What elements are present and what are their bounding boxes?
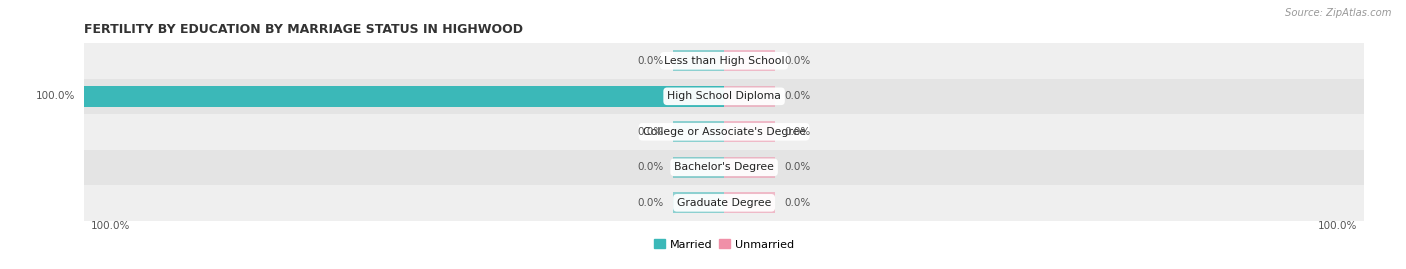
Text: Less than High School: Less than High School (664, 56, 785, 66)
Bar (84, 150, 1364, 185)
Bar (673, 50, 724, 72)
Text: 0.0%: 0.0% (785, 162, 811, 172)
Bar (84, 43, 1364, 79)
Text: 0.0%: 0.0% (785, 91, 811, 101)
Legend: Married, Unmarried: Married, Unmarried (650, 235, 799, 254)
Text: 0.0%: 0.0% (785, 127, 811, 137)
Text: FERTILITY BY EDUCATION BY MARRIAGE STATUS IN HIGHWOOD: FERTILITY BY EDUCATION BY MARRIAGE STATU… (84, 23, 523, 36)
Text: 100.0%: 100.0% (91, 221, 131, 231)
Text: 0.0%: 0.0% (637, 198, 664, 208)
Bar (673, 121, 724, 143)
Text: 0.0%: 0.0% (637, 127, 664, 137)
Bar (84, 86, 724, 107)
Bar (84, 79, 1364, 114)
Text: Source: ZipAtlas.com: Source: ZipAtlas.com (1285, 8, 1392, 18)
Text: Bachelor's Degree: Bachelor's Degree (673, 162, 775, 172)
Text: 100.0%: 100.0% (35, 91, 75, 101)
Text: 0.0%: 0.0% (785, 198, 811, 208)
Bar (724, 121, 775, 143)
Bar (724, 157, 775, 178)
Text: 100.0%: 100.0% (1317, 221, 1357, 231)
Bar (724, 50, 775, 72)
Text: 0.0%: 0.0% (637, 162, 664, 172)
Text: 0.0%: 0.0% (785, 56, 811, 66)
Text: College or Associate's Degree: College or Associate's Degree (643, 127, 806, 137)
Bar (673, 157, 724, 178)
Text: 0.0%: 0.0% (637, 56, 664, 66)
Bar (673, 192, 724, 214)
Bar (84, 114, 1364, 150)
Bar (724, 192, 775, 214)
Text: Graduate Degree: Graduate Degree (676, 198, 772, 208)
Bar (84, 185, 1364, 221)
Text: High School Diploma: High School Diploma (668, 91, 780, 101)
Bar (724, 86, 775, 107)
